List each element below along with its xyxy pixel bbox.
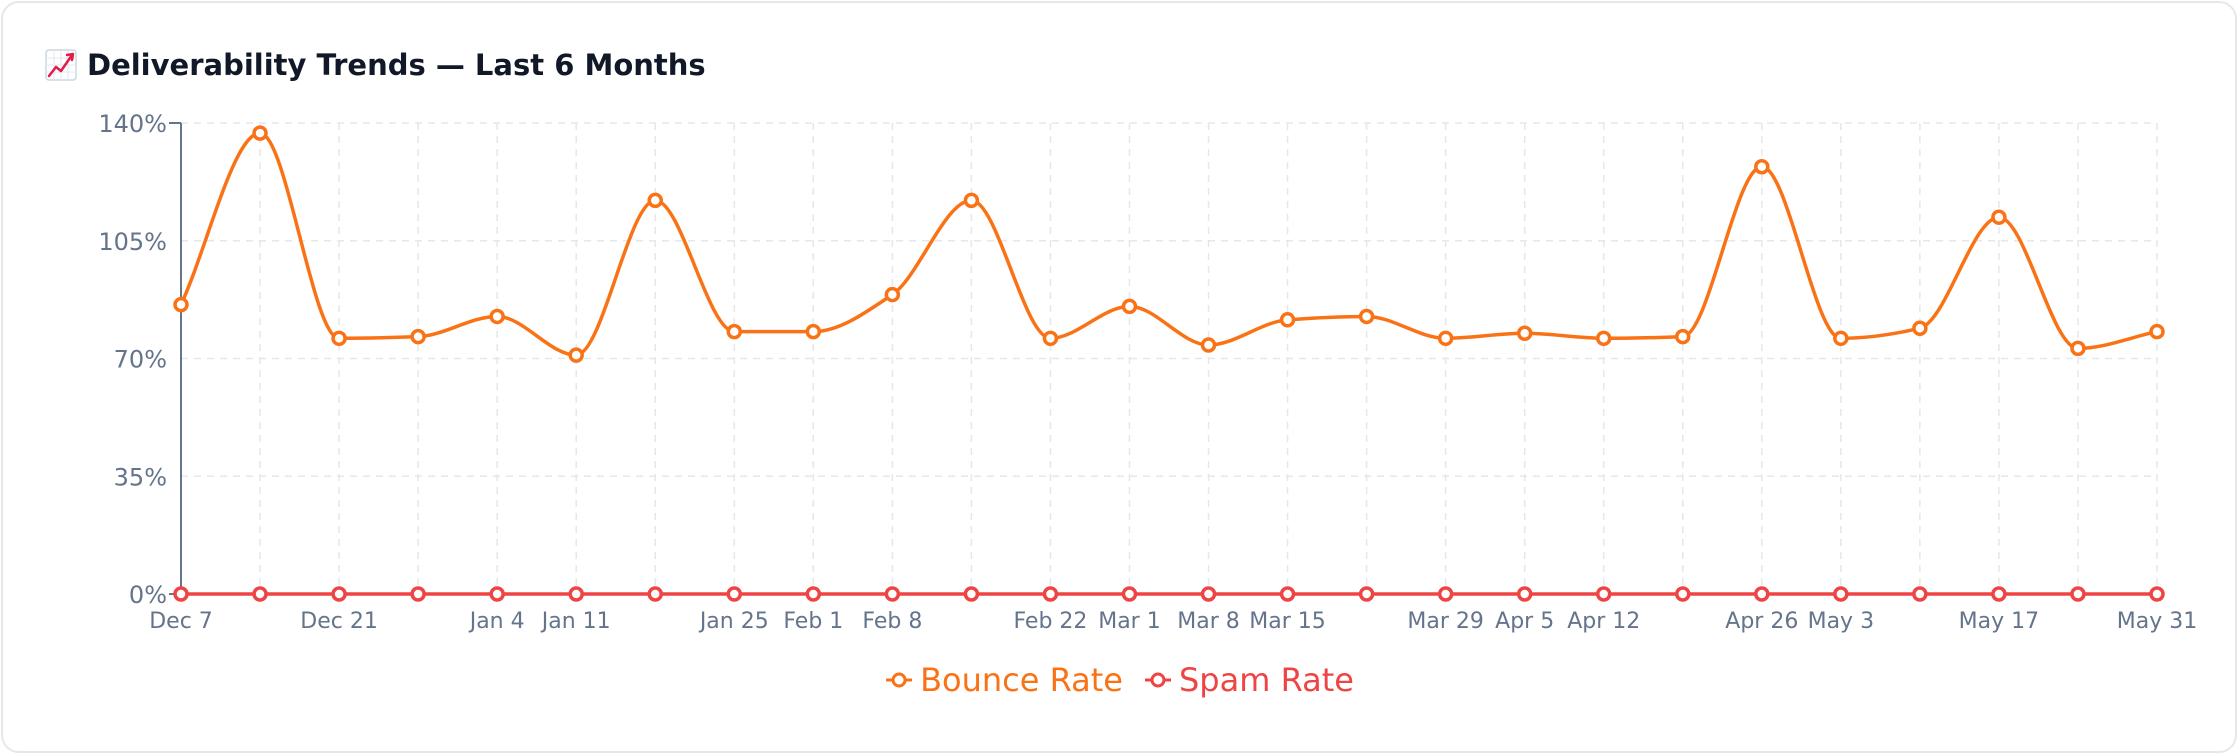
bounce-rate-point[interactable] (489, 308, 505, 325)
spam-rate-point[interactable] (726, 586, 743, 602)
y-tick-label: 35% (114, 463, 167, 491)
chart-header: Deliverability Trends — Last 6 Months (45, 43, 706, 87)
spam-rate-point[interactable] (1833, 586, 1849, 602)
spam-rate-point[interactable] (1358, 586, 1375, 602)
bounce-rate-point[interactable] (331, 330, 347, 347)
spam-rate-point[interactable] (1991, 586, 2007, 602)
x-tick-label: Jan 4 (468, 609, 525, 634)
spam-rate-point[interactable] (2070, 586, 2086, 602)
legend-label: Spam Rate (1179, 661, 1354, 699)
x-tick-label: Feb 1 (783, 609, 843, 634)
x-tick-label: Mar 15 (1249, 609, 1326, 634)
bounce-rate-point[interactable] (1516, 325, 1533, 342)
x-tick-label: Dec 7 (149, 609, 213, 634)
bounce-rate-point[interactable] (1279, 312, 1296, 328)
x-tick-label: May 31 (2117, 609, 2197, 634)
legend-marker-point (891, 672, 907, 688)
bounce-rate-point[interactable] (1121, 298, 1138, 315)
spam-rate-point[interactable] (1595, 586, 1612, 602)
x-tick-label: Jan 25 (698, 609, 769, 634)
chart-increasing-icon (45, 49, 77, 81)
legend-item-bounce-rate[interactable]: Bounce Rate (886, 661, 1123, 699)
bounce-rate-line (179, 131, 2158, 357)
spam-rate-point[interactable] (1200, 586, 1217, 602)
chart-title: Deliverability Trends — Last 6 Months (87, 48, 706, 82)
bounce-rate-point[interactable] (2070, 340, 2086, 357)
bounce-rate-point[interactable] (1042, 330, 1059, 347)
spam-rate-point[interactable] (1675, 586, 1691, 602)
spam-rate-point[interactable] (1754, 586, 1770, 602)
x-tick-label: Apr 5 (1495, 609, 1554, 634)
spam-rate-point[interactable] (252, 586, 268, 602)
spam-rate-point[interactable] (1912, 586, 1928, 602)
x-tick-label: May 17 (1959, 609, 2039, 634)
legend-marker-point (1150, 672, 1166, 688)
y-tick-label: 70% (114, 346, 167, 374)
bounce-rate-point[interactable] (1358, 308, 1375, 325)
spam-rate-point[interactable] (410, 586, 426, 602)
x-tick-label: Mar 1 (1098, 609, 1161, 634)
spam-rate-point[interactable] (1121, 586, 1138, 602)
spam-rate-point[interactable] (647, 586, 663, 602)
spam-rate-point[interactable] (173, 586, 189, 602)
bounce-rate-point[interactable] (410, 328, 426, 345)
y-tick-label: 0% (129, 581, 167, 609)
x-tick-label: Mar 8 (1177, 609, 1240, 634)
bounce-rate-point[interactable] (1200, 337, 1217, 353)
bounce-rate-point[interactable] (1991, 209, 2007, 225)
bounce-rate-point[interactable] (726, 323, 743, 340)
spam-rate-point[interactable] (1516, 586, 1533, 602)
bounce-rate-point[interactable] (568, 347, 584, 363)
legend-label: Bounce Rate (920, 661, 1123, 699)
spam-rate-point[interactable] (963, 586, 980, 602)
spam-rate-point[interactable] (805, 586, 822, 602)
x-tick-label: May 3 (1808, 609, 1874, 634)
spam-rate-point[interactable] (884, 586, 901, 602)
bounce-rate-point[interactable] (1754, 158, 1770, 175)
bounce-rate-point[interactable] (1595, 330, 1612, 347)
bounce-rate-point[interactable] (173, 296, 189, 313)
bounce-rate-point[interactable] (252, 125, 268, 141)
bounce-rate-point[interactable] (884, 286, 901, 303)
x-tick-label: Dec 21 (300, 609, 378, 634)
spam-rate-point[interactable] (1279, 586, 1296, 602)
spam-rate-point[interactable] (331, 586, 347, 602)
legend-item-spam-rate[interactable]: Spam Rate (1144, 661, 1354, 699)
spam-rate-point[interactable] (1042, 586, 1059, 602)
spam-rate-point[interactable] (489, 586, 505, 602)
y-tick-label: 140% (98, 110, 167, 138)
bounce-rate-point[interactable] (963, 192, 980, 209)
x-tick-label: Feb 8 (862, 609, 922, 634)
bounce-rate-point[interactable] (1675, 328, 1691, 345)
bounce-rate-point[interactable] (647, 192, 663, 209)
x-tick-label: Apr 12 (1567, 609, 1640, 634)
y-tick-label: 105% (98, 228, 167, 256)
bounce-rate-point[interactable] (1833, 330, 1849, 347)
x-tick-label: Apr 26 (1725, 609, 1798, 634)
x-tick-label: Jan 11 (540, 609, 611, 634)
spam-rate-point[interactable] (2149, 586, 2165, 602)
x-tick-label: Feb 22 (1013, 609, 1087, 634)
bounce-rate-point[interactable] (1437, 330, 1454, 347)
bounce-rate-point[interactable] (1912, 320, 1928, 336)
bounce-rate-point[interactable] (805, 323, 822, 340)
spam-rate-point[interactable] (1437, 586, 1454, 602)
spam-rate-point[interactable] (568, 586, 584, 602)
x-tick-label: Mar 29 (1407, 609, 1484, 634)
bounce-rate-point[interactable] (2149, 323, 2165, 340)
